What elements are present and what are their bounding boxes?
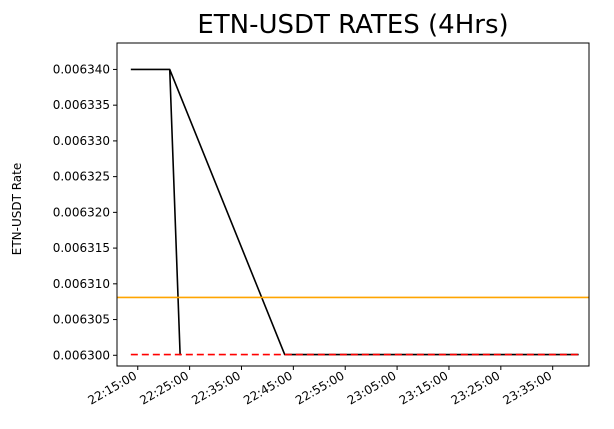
y-tick-label: 0.006320 (53, 205, 110, 219)
y-tick-label: 0.006340 (53, 62, 110, 76)
x-tick-label: 23:15:00 (397, 368, 451, 407)
x-tick-label: 23:05:00 (345, 368, 399, 407)
x-tick-label: 22:25:00 (137, 368, 191, 407)
x-tick-label: 22:35:00 (189, 368, 243, 407)
y-tick-label: 0.006305 (53, 313, 110, 327)
y-axis-label: ETN-USDT Rate (10, 163, 24, 256)
x-tick-label: 23:25:00 (449, 368, 503, 407)
y-tick-label: 0.006325 (53, 170, 110, 184)
y-tick-label: 0.006300 (53, 348, 110, 362)
x-tick-label: 22:15:00 (86, 368, 140, 407)
x-tick-label: 22:45:00 (241, 368, 295, 407)
y-tick-label: 0.006335 (53, 98, 110, 112)
series-line-0 (130, 68, 579, 356)
x-tick-label: 23:35:00 (501, 368, 555, 407)
y-tick-label: 0.006330 (53, 134, 110, 148)
chart-title: ETN-USDT RATES (4Hrs) (197, 10, 508, 40)
x-axis: 22:15:0022:25:0022:35:0022:45:0022:55:00… (86, 366, 555, 408)
plot-frame (116, 42, 590, 367)
y-tick-label: 0.006310 (53, 277, 110, 291)
series-layer (117, 68, 589, 356)
x-tick-label: 22:55:00 (293, 368, 347, 407)
y-axis: 0.006300 0.006305 0.006310 0.006315 0.006320… (53, 62, 117, 362)
y-tick-label: 0.006315 (53, 241, 110, 255)
